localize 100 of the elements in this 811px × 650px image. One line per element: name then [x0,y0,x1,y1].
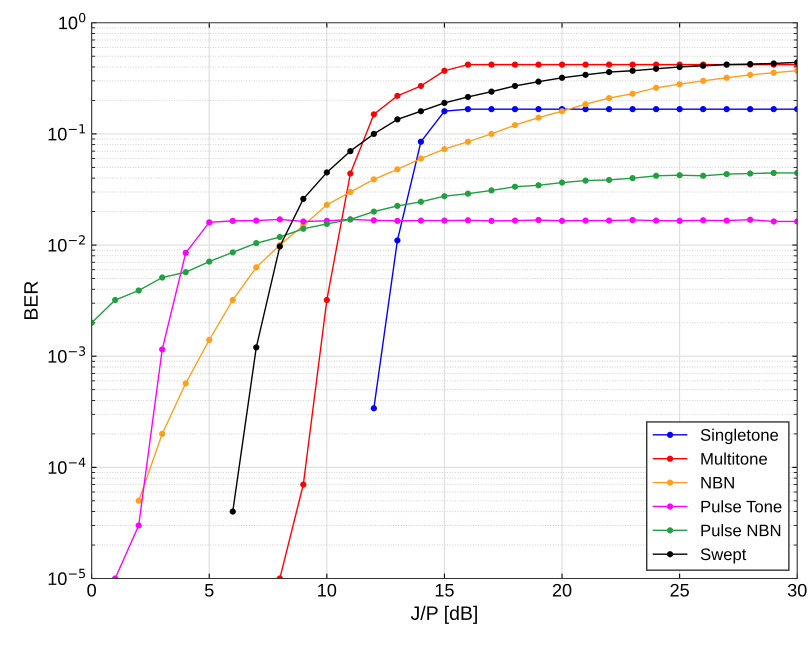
legend-label: Swept [700,548,746,564]
point [159,430,166,438]
point [230,296,236,304]
x-tick-label: 10 [318,584,336,597]
point [276,234,283,240]
point [441,217,448,224]
point [582,177,589,184]
x-tick-label: 20 [552,584,572,597]
point [324,202,330,208]
point [747,106,754,112]
point [747,170,754,177]
point [582,62,589,68]
point [276,216,283,223]
point [488,218,495,224]
point [488,130,495,138]
point [512,106,518,112]
point [394,202,401,210]
point [464,62,472,68]
y-tick-label: 10$^{0}$ [59,12,86,30]
point [324,296,330,304]
legend-label: NBN [701,476,734,488]
x-tick-label: 25 [670,584,689,597]
point [418,138,424,145]
point [488,62,495,68]
point [418,155,424,162]
point [676,64,683,70]
point [464,217,472,224]
point [300,196,306,202]
point [347,148,354,154]
point [136,522,142,529]
point [652,106,660,112]
point [394,237,401,244]
point [606,68,612,76]
point [370,176,377,182]
point [441,146,448,152]
point [629,216,636,224]
point [535,106,542,112]
point [488,187,495,194]
point [347,170,354,177]
point [629,68,636,74]
point [464,106,472,112]
point [676,218,683,224]
point [370,111,377,118]
point [535,78,542,85]
point [230,218,236,224]
point [512,82,518,90]
point [253,240,260,246]
point [253,344,260,351]
point [441,193,448,200]
point [370,208,377,215]
point [300,218,306,225]
point [300,481,306,488]
point [394,218,401,224]
point [747,72,754,78]
x-tick-label: 15 [436,584,454,597]
point [582,101,589,108]
point [300,226,306,232]
point [253,217,260,224]
point [136,498,142,504]
point [464,190,472,197]
point [347,188,354,196]
point [441,100,448,106]
legend-label: Multitone [701,452,767,465]
point [629,175,636,182]
point [394,116,401,123]
point [724,74,730,81]
point [535,114,542,121]
point [206,219,212,226]
point [582,72,589,78]
legend-label: Singletone [700,428,778,444]
point [558,62,566,68]
point [464,94,472,100]
point [629,62,636,68]
point [370,405,377,412]
point [770,170,777,176]
point [652,217,660,224]
point [394,92,401,99]
point [700,172,706,179]
point [159,346,166,353]
x-tick-label: 5 [204,584,214,597]
point [606,106,612,112]
point [582,106,589,112]
point [606,176,612,184]
point [724,170,730,178]
y-tick-label: 10$^{−3}$ [48,346,86,363]
legend-label: Pulse NBN [701,524,780,536]
point [488,106,495,112]
y-tick-label: 10$^{−1}$ [48,124,85,140]
y-tick-label: 10$^{−5}$ [48,568,86,586]
point [512,184,518,190]
point [770,70,777,76]
point [512,122,518,128]
point [112,296,118,304]
point [512,217,518,224]
point [629,106,636,112]
point [676,81,683,88]
point [558,218,566,224]
point [676,172,683,178]
point [724,217,730,224]
point [558,74,566,81]
